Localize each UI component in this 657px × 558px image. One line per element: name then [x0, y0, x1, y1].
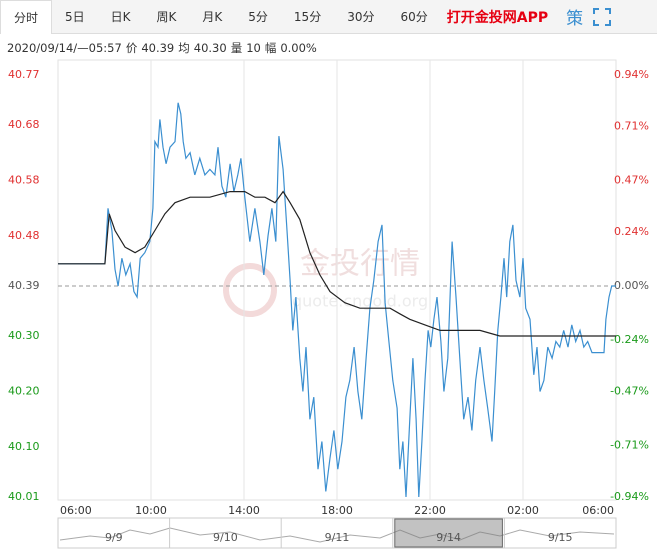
navigator-line	[59, 527, 615, 543]
y2-tick-label: -0.47%	[610, 385, 649, 398]
tab-bar: 分时 5日 日K 周K 月K 5分 15分 30分 60分 打开金投网APP 策	[0, 0, 657, 34]
tab-list: 分时 5日 日K 周K 月K 5分 15分 30分 60分	[0, 0, 441, 34]
info-value: 40.30	[193, 41, 227, 55]
y2-tick-label: -0.24%	[610, 333, 649, 346]
info-label: 均	[178, 41, 190, 55]
x-tick-label: 18:00	[321, 504, 353, 517]
y2-tick-label: 0.24%	[614, 225, 649, 238]
navigator-label: 9/10	[213, 531, 238, 544]
price-line	[58, 102, 616, 498]
info-datetime: 2020/09/14/—05:57	[7, 41, 122, 55]
info-value: 0.00%	[280, 41, 317, 55]
tab[interactable]: 5分	[248, 9, 268, 24]
fullscreen-button[interactable]	[593, 7, 612, 26]
y-tick-label: 40.68	[8, 118, 40, 131]
x-tick-label: 06:00	[582, 504, 614, 517]
y-tick-label: 40.10	[8, 440, 40, 453]
tab[interactable]: 5日	[65, 9, 85, 24]
y2-tick-label: 0.94%	[614, 68, 649, 81]
navigator-label: 9/15	[548, 531, 573, 544]
info-label: 价	[125, 41, 138, 55]
watermark-logo	[223, 263, 277, 317]
info-value: 40.39	[141, 41, 175, 55]
strategy-button[interactable]: 策	[566, 9, 584, 29]
tab[interactable]: 分时	[0, 0, 53, 34]
tab[interactable]: 月K	[202, 9, 223, 24]
tab[interactable]: 日K	[110, 9, 131, 24]
x-tick-label: 10:00	[135, 504, 167, 517]
tab[interactable]: 15分	[293, 9, 322, 24]
navigator-label: 9/9	[105, 531, 123, 544]
navigator-window	[394, 518, 503, 548]
x-tick-label: 14:00	[228, 504, 260, 517]
y-tick-label: 40.01	[8, 490, 40, 503]
navigator-label: 9/14	[436, 531, 461, 544]
y-tick-label: 40.39	[8, 279, 40, 292]
y-tick-label: 40.30	[8, 329, 40, 342]
info-value: 10	[246, 41, 261, 55]
x-tick-label: 06:00	[60, 504, 92, 517]
y2-tick-label: 0.00%	[614, 279, 649, 292]
y-tick-label: 40.48	[8, 229, 40, 242]
navigator: 9/9 9/10 9/11 9/14 9/15	[57, 517, 617, 549]
info-label: 量	[230, 41, 243, 55]
tab[interactable]: 60分	[400, 9, 428, 24]
navigator-frame	[57, 517, 617, 549]
navigator-label: 9/11	[325, 531, 350, 544]
info-label: 幅	[264, 41, 277, 55]
tab[interactable]: 周K	[156, 9, 177, 24]
y2-tick-label: 0.71%	[614, 120, 649, 133]
x-tick-label: 02:00	[507, 504, 539, 517]
y-tick-label: 40.58	[8, 174, 40, 187]
y2-tick-label: 0.47%	[614, 174, 649, 187]
y2-tick-label: -0.71%	[610, 438, 649, 451]
y2-tick-label: -0.94%	[610, 490, 649, 503]
watermark-title: 金投行情	[300, 247, 420, 282]
watermark-url: quote.cngold.org	[292, 292, 428, 311]
y-tick-label: 40.77	[8, 68, 40, 81]
price-line	[58, 190, 616, 337]
info-line: 2020/09/14/—05:57 价 40.39 均 40.30 量 10 幅 0.00%	[7, 40, 321, 56]
x-tick-label: 22:00	[414, 504, 446, 517]
y-tick-label: 40.20	[8, 385, 40, 398]
tab[interactable]: 30分	[347, 9, 375, 24]
app-link[interactable]: 打开金投网APP	[446, 9, 549, 26]
